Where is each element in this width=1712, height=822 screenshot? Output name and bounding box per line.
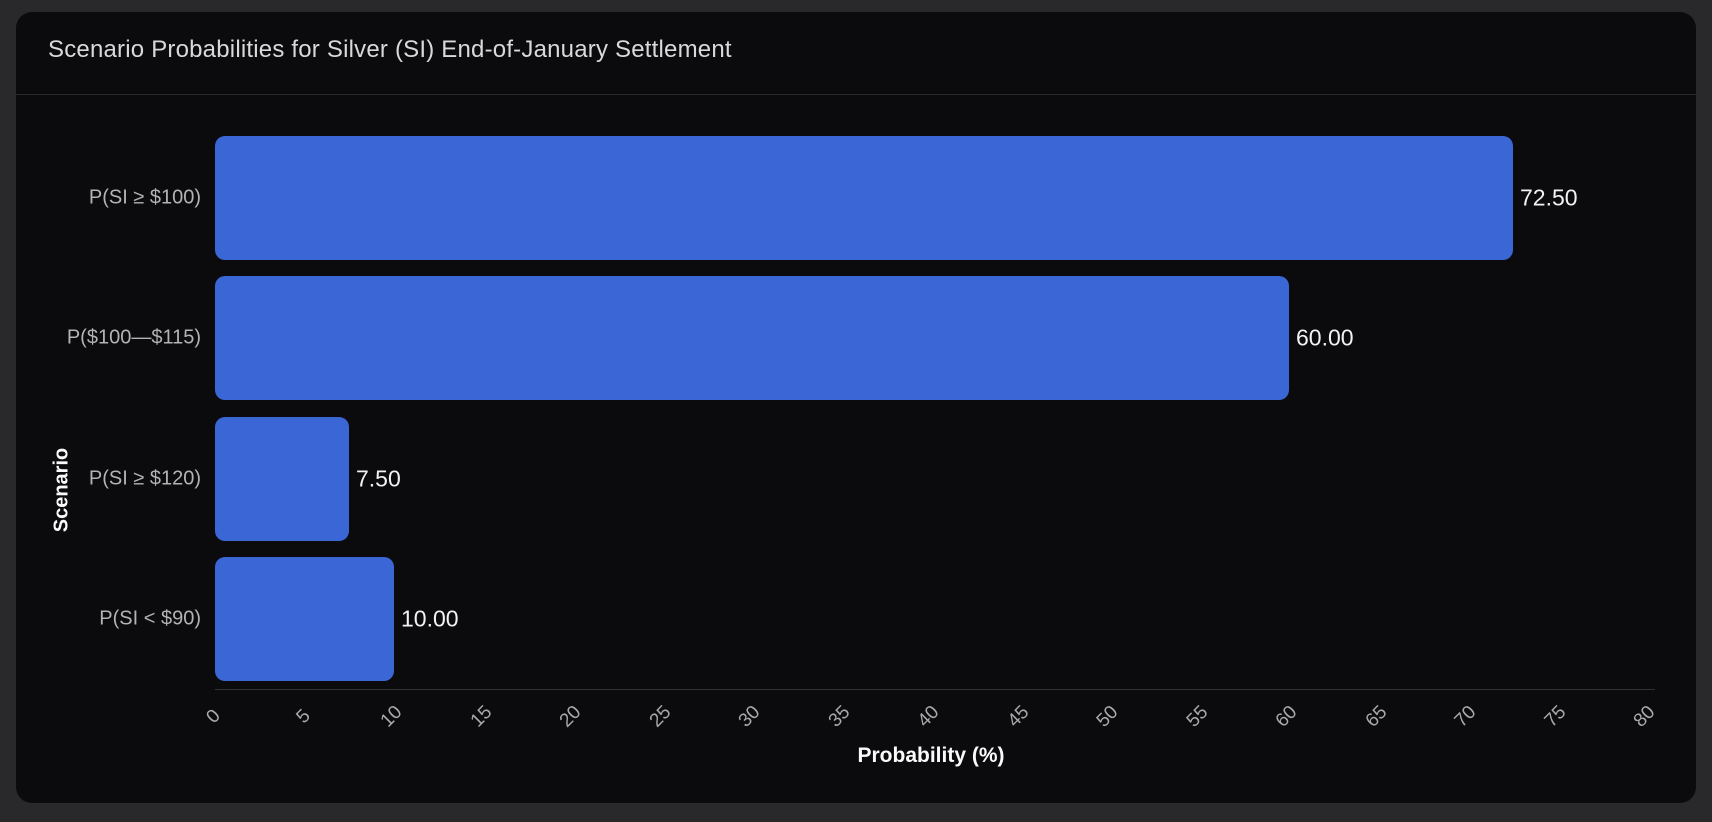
- x-tick-label: 70: [1450, 701, 1481, 732]
- y-tick-label: P($100—$115): [66, 326, 201, 349]
- x-tick-label: 25: [645, 701, 675, 732]
- chart-area: Scenario P(SI ≥ $100) 72.50 P($100—$115) 60…: [16, 96, 1696, 803]
- x-tick-label: 40: [913, 701, 944, 732]
- y-tick-label: P(SI ≥ $100): [88, 186, 201, 209]
- x-tick-label: 0: [202, 705, 225, 728]
- bar-3: [215, 557, 394, 681]
- y-tick-label: P(SI ≥ $120): [88, 467, 201, 490]
- chart-title: Scenario Probabilities for Silver (SI) E…: [48, 36, 732, 63]
- bar-value-label: 60.00: [1296, 324, 1354, 351]
- x-axis-line: [215, 689, 1655, 690]
- bar-value-label: 72.50: [1520, 184, 1578, 211]
- bar-2: [215, 417, 349, 541]
- x-tick-label: 75: [1540, 701, 1570, 732]
- x-tick-label: 30: [734, 701, 765, 732]
- card-header: Scenario Probabilities for Silver (SI) E…: [16, 12, 1696, 95]
- plot-area: P(SI ≥ $100) 72.50 P($100—$115) 60.00 P(SI ≥…: [67, 128, 1659, 732]
- x-axis-title: Probability (%): [857, 744, 1005, 767]
- x-tick-label: 55: [1182, 701, 1212, 732]
- bar-0: [215, 136, 1513, 260]
- x-tick-label: 45: [1003, 701, 1033, 732]
- x-tick-label: 20: [555, 701, 586, 732]
- x-tick-label: 80: [1629, 701, 1660, 732]
- x-tick-label: 50: [1092, 701, 1123, 732]
- chart-card: Scenario Probabilities for Silver (SI) E…: [16, 12, 1696, 803]
- x-tick-label: 65: [1361, 701, 1391, 732]
- y-tick-label: P(SI < $90): [99, 607, 201, 630]
- x-tick-label: 15: [466, 701, 496, 732]
- x-tick-label: 60: [1271, 701, 1302, 732]
- x-tick-label: 35: [824, 701, 854, 732]
- bar-value-label: 7.50: [356, 465, 401, 492]
- x-tick-label: 5: [291, 705, 315, 728]
- bar-value-label: 10.00: [401, 605, 459, 632]
- x-tick-label: 10: [376, 701, 407, 732]
- bar-1: [215, 276, 1289, 400]
